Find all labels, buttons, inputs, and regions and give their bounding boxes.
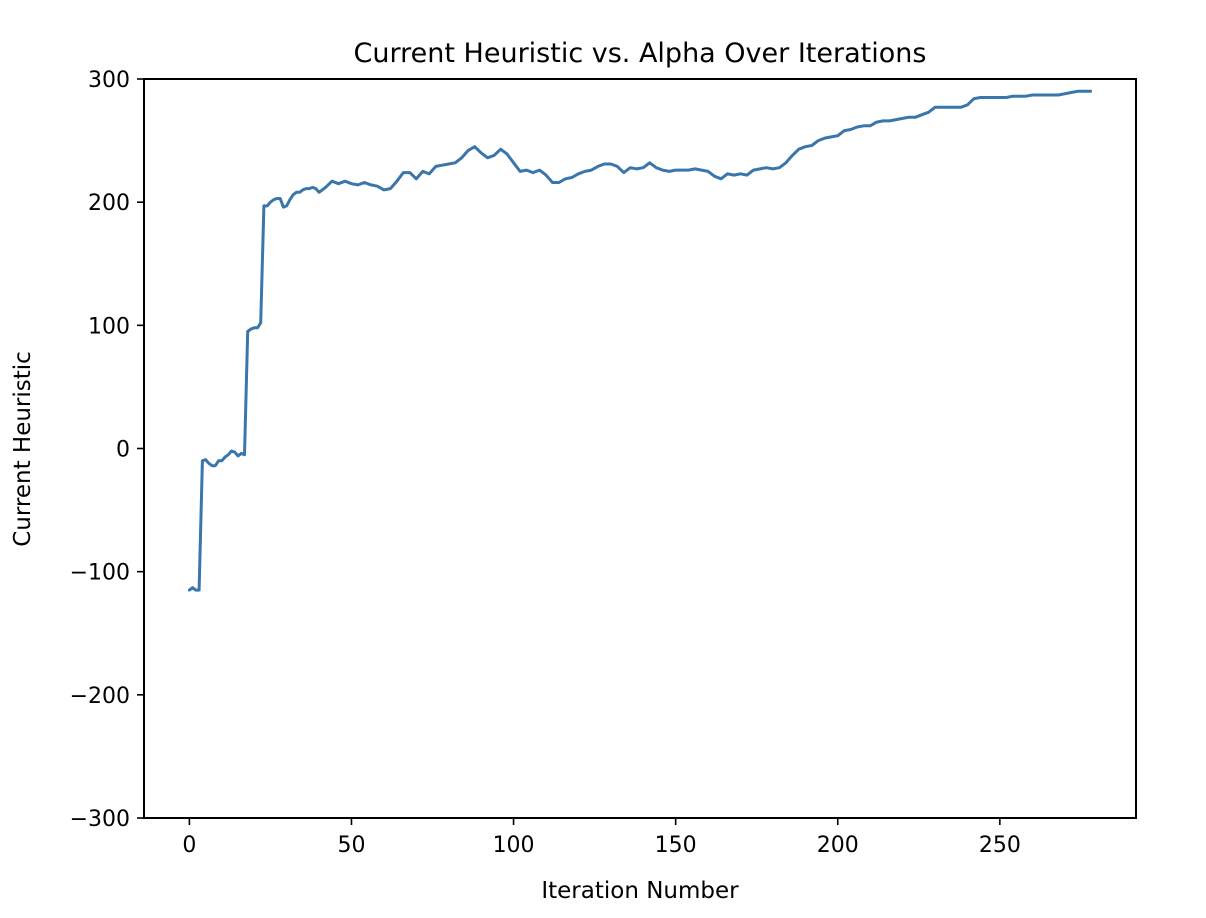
y-axis-ticks: −300 −200 −100 0 100 200 300 — [70, 68, 144, 832]
y-tick-label: −300 — [70, 807, 130, 832]
series-line — [187, 89, 1093, 592]
x-tick-label: 50 — [337, 833, 365, 858]
y-tick-label: 100 — [88, 314, 130, 339]
y-axis-label: Current Heuristic — [10, 351, 36, 547]
x-tick-label: 0 — [182, 833, 196, 858]
plot-frame — [143, 78, 1137, 819]
x-axis-ticks: 0 50 100 150 200 250 — [182, 818, 1021, 858]
x-axis-label: Iteration Number — [541, 878, 739, 904]
x-tick-label: 150 — [655, 833, 697, 858]
y-tick-label: 0 — [116, 438, 130, 463]
x-tick-label: 200 — [817, 833, 859, 858]
chart-title: Current Heuristic vs. Alpha Over Iterati… — [354, 38, 927, 69]
y-tick-label: −100 — [70, 561, 130, 586]
y-tick-label: 300 — [88, 68, 130, 93]
x-tick-label: 100 — [493, 833, 535, 858]
y-tick-label: −200 — [70, 684, 130, 709]
y-tick-label: 200 — [88, 191, 130, 216]
plot-area — [143, 78, 1137, 819]
x-tick-label: 250 — [979, 833, 1021, 858]
